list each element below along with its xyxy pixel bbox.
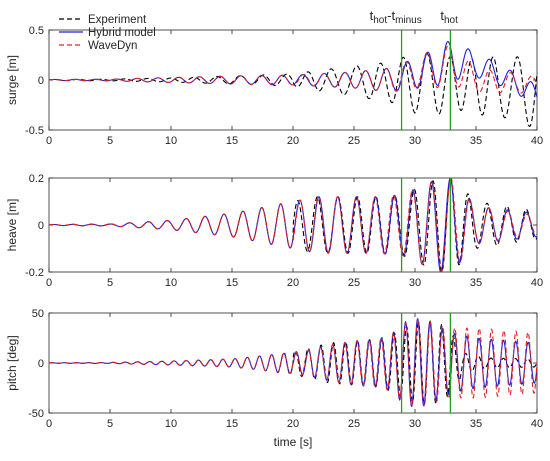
x-tick-label: 35 [470, 418, 482, 430]
legend-entry: Hybrid model [88, 27, 156, 39]
y-axis-label: pitch [deg] [5, 335, 19, 390]
x-tick-label: 25 [348, 277, 360, 289]
x-tick-label: 30 [409, 135, 421, 147]
x-tick-label: 10 [165, 418, 177, 430]
x-tick-label: 30 [409, 277, 421, 289]
y-axis-label: heave [m] [5, 199, 19, 252]
x-tick-label: 40 [531, 418, 543, 430]
legend-entry: Experiment [88, 14, 147, 26]
x-tick-label: 15 [226, 277, 238, 289]
x-tick-label: 20 [287, 418, 299, 430]
x-tick-label: 35 [470, 135, 482, 147]
y-tick-label: 0.5 [29, 25, 44, 37]
y-tick-label: 50 [32, 308, 44, 320]
x-tick-label: 0 [46, 135, 52, 147]
y-tick-label: -0.2 [25, 267, 44, 279]
x-tick-label: 25 [348, 418, 360, 430]
x-tick-label: 15 [226, 135, 238, 147]
y-tick-label: 0 [38, 358, 44, 370]
x-tick-label: 15 [226, 418, 238, 430]
x-tick-label: 0 [46, 277, 52, 289]
series-group [49, 318, 537, 408]
x-tick-label: 40 [531, 135, 543, 147]
legend-entry: WaveDyn [88, 40, 137, 52]
y-tick-label: 0 [38, 220, 44, 232]
y-tick-label: 0 [38, 75, 44, 87]
marker-annotation: thot-tminus [370, 8, 422, 26]
x-tick-label: 20 [287, 135, 299, 147]
x-axis-label: time [s] [274, 435, 313, 449]
x-tick-label: 40 [531, 277, 543, 289]
x-tick-label: 5 [107, 277, 113, 289]
series-line-wavedyn [49, 318, 537, 407]
x-tick-label: 10 [165, 277, 177, 289]
x-tick-label: 5 [107, 135, 113, 147]
x-tick-label: 25 [348, 135, 360, 147]
x-tick-label: 30 [409, 418, 421, 430]
x-tick-label: 35 [470, 277, 482, 289]
series-group [49, 178, 537, 272]
x-tick-label: 20 [287, 277, 299, 289]
x-tick-label: 0 [46, 418, 52, 430]
y-tick-label: 0.2 [29, 173, 44, 185]
series-line-wavedyn [49, 178, 537, 272]
series-group [49, 40, 537, 128]
x-tick-label: 5 [107, 418, 113, 430]
y-tick-label: -0.5 [25, 125, 44, 137]
series-line-wavedyn [49, 45, 537, 94]
y-axis-label: surge [m] [5, 55, 19, 105]
marker-annotation: thot [440, 8, 458, 26]
x-tick-label: 10 [165, 135, 177, 147]
y-tick-label: -50 [28, 408, 44, 420]
